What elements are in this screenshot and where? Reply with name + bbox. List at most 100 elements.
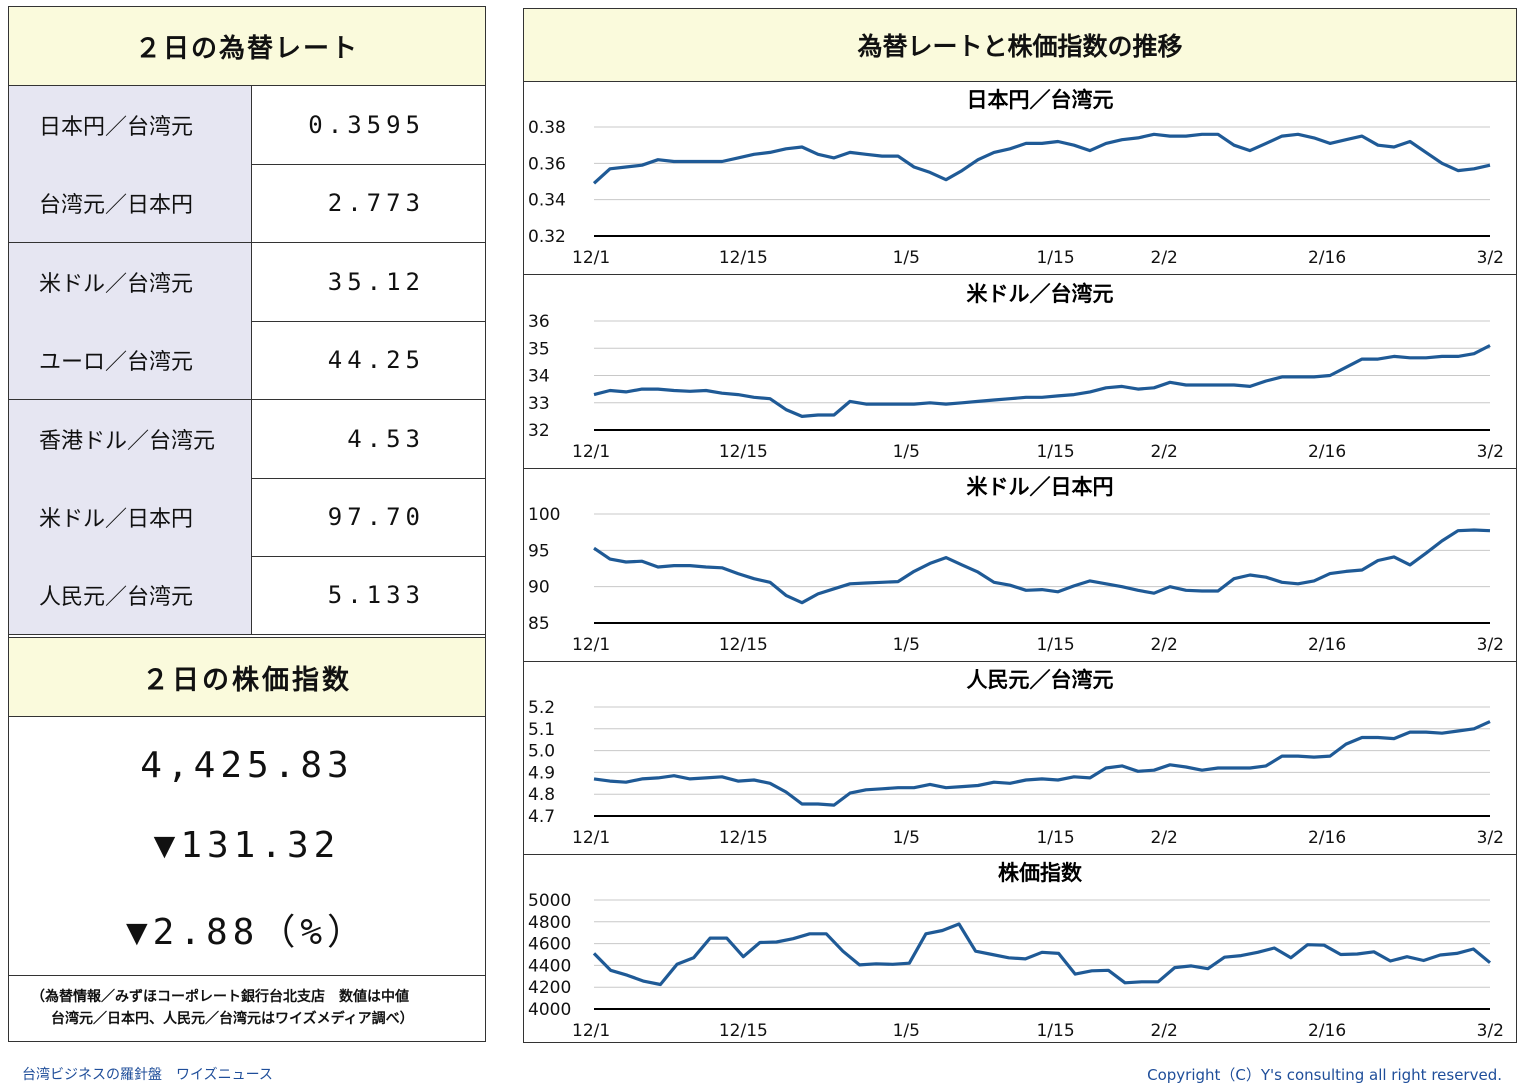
y-tick-label: 5.0: [528, 742, 555, 762]
rate-label: 香港ドル／台湾元: [9, 399, 252, 478]
y-tick-label: 85: [528, 614, 550, 634]
y-tick-label: 0.32: [528, 227, 566, 247]
rate-row: 香港ドル／台湾元 4.53: [9, 399, 485, 479]
stock-title: ２日の株価指数: [9, 637, 485, 717]
rate-value: 97.70: [327, 503, 425, 531]
x-tick-label: 3/2: [1477, 442, 1504, 462]
x-tick-label: 12/1: [572, 828, 610, 848]
x-tick-label: 1/15: [1036, 635, 1074, 655]
rates-title: ２日の為替レート: [9, 7, 485, 86]
x-tick-label: 12/1: [572, 248, 610, 268]
chart-2: 米ドル／台湾元 36 35 34 33 32 12/1 12/15 1/5 1/15 2/2 2/16…: [524, 275, 1516, 469]
stock-change-pct: ▼2.88（%）: [125, 912, 369, 953]
stock-change: ▼131.32: [153, 825, 341, 866]
y-tick-label: 95: [528, 541, 550, 561]
x-tick-label: 2/16: [1308, 442, 1346, 462]
x-tick-label: 12/1: [572, 1021, 610, 1041]
x-tick-label: 2/2: [1151, 1021, 1178, 1041]
right-panel: 為替レートと株価指数の推移 日本円／台湾元 0.38 0.36 0.34 0.32 12/…: [523, 8, 1517, 1043]
x-tick-label: 1/15: [1036, 442, 1074, 462]
source-note-line2: 台湾元／日本円、人民元／台湾元はワイズメディア調べ）: [51, 1011, 414, 1027]
rate-row: 台湾元／日本円 2.773: [9, 164, 485, 244]
y-tick-label: 32: [528, 421, 550, 441]
chart-3: 米ドル／日本円 100 95 90 85 12/1 12/15 1/5 1/15 2/2 2/16 3…: [524, 468, 1516, 662]
chart-svg: 人民元／台湾元 5.25.15.04.94.84.7 12/1 12/15 1/5 1/1…: [528, 668, 1504, 848]
x-tick-label: 2/16: [1308, 635, 1346, 655]
x-tick-label: 2/16: [1308, 248, 1346, 268]
y-tick-label: 4.8: [528, 785, 555, 805]
x-tick-label: 1/15: [1036, 248, 1074, 268]
y-tick-label: 4400: [528, 956, 571, 976]
chart-svg: 米ドル／台湾元 36 35 34 33 32 12/1 12/15 1/5 1/15 2/2 2/16…: [528, 282, 1504, 462]
y-tick-label: 4800: [528, 913, 571, 933]
x-tick-label: 2/2: [1151, 442, 1178, 462]
x-tick-label: 12/1: [572, 442, 610, 462]
chart-4: 人民元／台湾元 5.2 5.1 5.0 4.9 4.8 4.7 12/1 12/15 1/5 1/1…: [524, 661, 1516, 855]
chart-title: 米ドル／台湾元: [967, 282, 1114, 306]
series-line: [593, 528, 1491, 605]
rate-row: 人民元／台湾元 5.133: [9, 556, 485, 636]
chart-title: 米ドル／日本円: [967, 475, 1114, 499]
chart-1: 日本円／台湾元 0.38 0.36 0.34 0.32 12/1 12/15 1/5 1/15 2…: [524, 81, 1516, 275]
x-tick-label: 1/5: [893, 442, 920, 462]
y-tick-label: 5000: [528, 891, 571, 911]
chart-title: 人民元／台湾元: [967, 668, 1114, 692]
x-tick-label: 2/16: [1308, 1021, 1346, 1041]
y-tick-label: 4.7: [528, 807, 555, 827]
x-tick-label: 1/15: [1036, 828, 1074, 848]
chart-title: 株価指数: [998, 861, 1083, 885]
x-tick-label: 12/15: [719, 442, 768, 462]
y-tick-label: 36: [528, 312, 550, 332]
footer-brand: 台湾ビジネスの羅針盤 ワイズニュース: [22, 1067, 273, 1083]
source-note: （為替情報／みずほコーポレート銀行台北支店 数値は中値 台湾元／日本円、人民元／…: [9, 975, 485, 1043]
rate-value: 2.773: [327, 189, 425, 218]
rate-label: 日本円／台湾元: [9, 86, 252, 164]
y-tick-label: 4.9: [528, 763, 555, 783]
x-tick-label: 3/2: [1477, 828, 1504, 848]
charts-title: 為替レートと株価指数の推移: [524, 9, 1516, 82]
x-tick-label: 12/15: [719, 828, 768, 848]
chart-svg: 米ドル／日本円 100 95 90 85 12/1 12/15 1/5 1/15 2/2 2/16 3…: [528, 475, 1504, 655]
y-tick-label: 4000: [528, 1000, 571, 1020]
rate-label: 人民元／台湾元: [9, 556, 252, 635]
y-tick-label: 5.2: [528, 698, 555, 718]
rate-label: 米ドル／日本円: [9, 478, 252, 556]
series-line: [592, 922, 1492, 987]
rate-label: 台湾元／日本円: [9, 164, 252, 243]
x-tick-label: 3/2: [1477, 1021, 1504, 1041]
rate-row: 米ドル／日本円 97.70: [9, 478, 485, 557]
rate-value: 0.3595: [308, 111, 425, 139]
y-tick-label: 0.34: [528, 191, 566, 211]
x-tick-label: 3/2: [1477, 248, 1504, 268]
x-tick-label: 1/5: [893, 635, 920, 655]
rate-value: 44.25: [327, 346, 425, 375]
y-tick-label: 100: [528, 505, 560, 525]
rate-row: ユーロ／台湾元 44.25: [9, 321, 485, 401]
y-tick-label: 90: [528, 578, 550, 598]
x-tick-label: 3/2: [1477, 635, 1504, 655]
y-tick-label: 4600: [528, 935, 571, 955]
y-tick-label: 34: [528, 367, 550, 387]
rate-row: 日本円／台湾元 0.3595: [9, 86, 485, 165]
rate-label: 米ドル／台湾元: [9, 242, 252, 321]
chart-5: 株価指数 5000 4800 4600 4400 4200 4000 12/1 12/15 1/5…: [524, 854, 1516, 1047]
rate-value: 35.12: [327, 267, 425, 296]
rate-value: 5.133: [327, 581, 425, 610]
x-tick-label: 1/5: [893, 828, 920, 848]
series-line: [592, 132, 1491, 185]
chart-title: 日本円／台湾元: [967, 88, 1114, 112]
chart-svg: 日本円／台湾元 0.38 0.36 0.34 0.32 12/1 12/15 1/5 1/15 2…: [528, 88, 1504, 268]
x-tick-label: 2/2: [1151, 635, 1178, 655]
x-tick-label: 12/1: [572, 635, 610, 655]
series-line: [593, 720, 1491, 807]
y-tick-label: 5.1: [528, 720, 555, 740]
stock-index-value: 4,425.83: [140, 745, 354, 786]
x-tick-label: 2/16: [1308, 828, 1346, 848]
rate-label: ユーロ／台湾元: [9, 321, 252, 400]
x-tick-label: 1/5: [893, 1021, 920, 1041]
x-tick-label: 1/5: [893, 248, 920, 268]
source-note-line1: （為替情報／みずほコーポレート銀行台北支店 数値は中値: [31, 989, 409, 1005]
x-tick-label: 2/2: [1151, 248, 1178, 268]
footer-copyright: Copyright（C）Y's consulting all right res…: [1147, 1066, 1502, 1084]
